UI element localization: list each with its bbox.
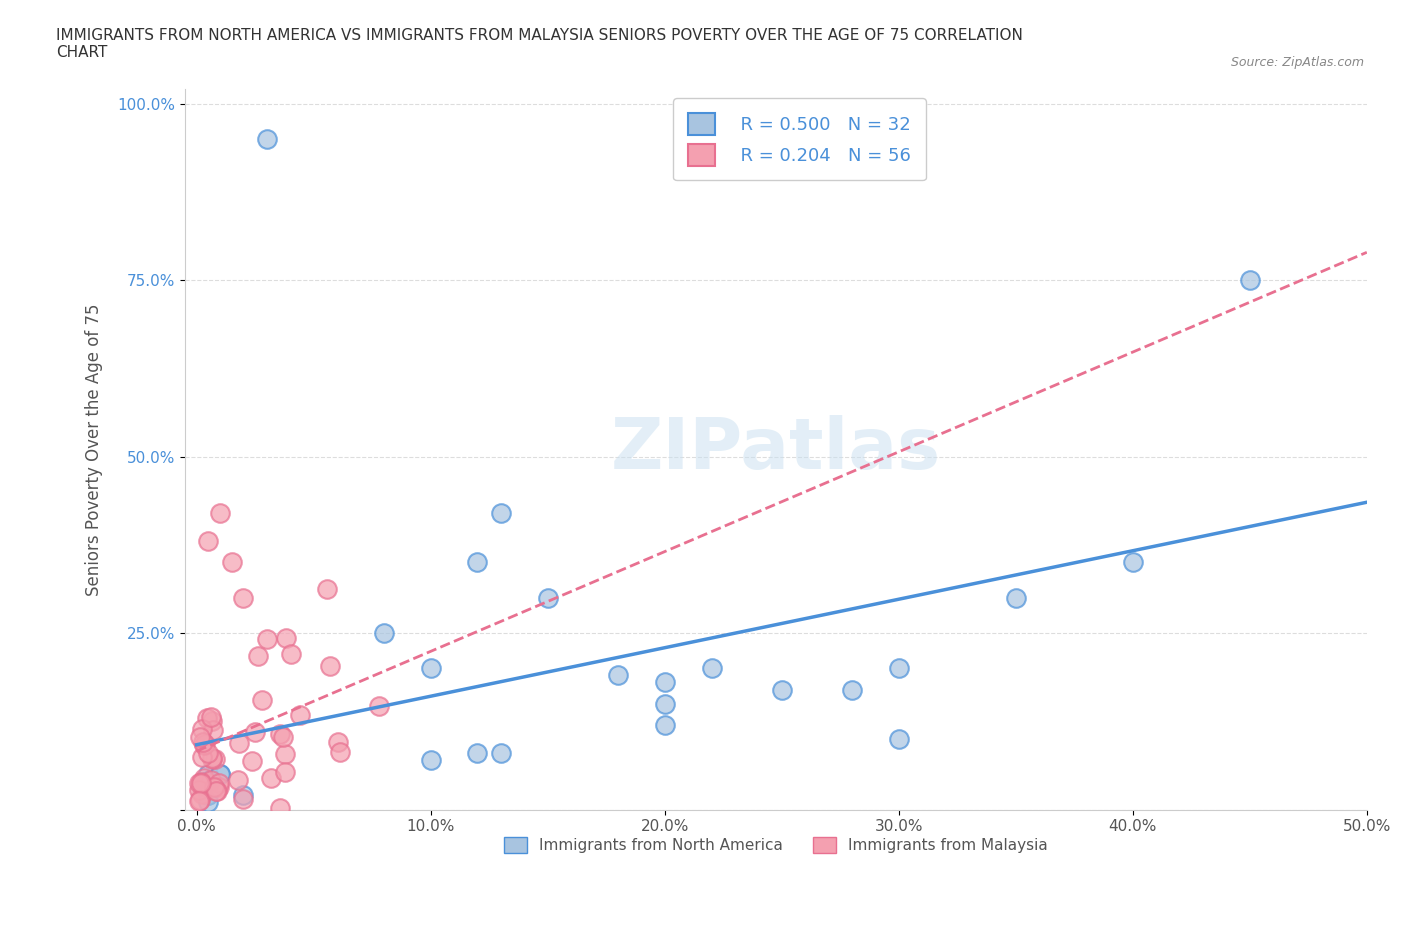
Point — [537, 591, 560, 605]
Point — [367, 698, 389, 713]
Point — [1122, 555, 1144, 570]
Point — [606, 668, 628, 683]
Point — [654, 717, 676, 732]
Point — [197, 795, 219, 810]
Point — [201, 751, 224, 766]
Point — [190, 776, 212, 790]
Point — [260, 771, 283, 786]
Point — [240, 753, 263, 768]
Point — [193, 737, 215, 752]
Point — [201, 751, 224, 766]
Point — [373, 626, 395, 641]
Point — [252, 693, 274, 708]
Point — [197, 767, 219, 782]
Point — [226, 772, 249, 787]
Point — [256, 631, 278, 646]
Point — [273, 730, 295, 745]
Point — [221, 555, 243, 570]
Point — [1239, 272, 1261, 287]
Point — [190, 793, 212, 808]
Point — [243, 724, 266, 739]
Point — [197, 788, 219, 803]
Point — [274, 747, 297, 762]
Point — [197, 774, 219, 789]
Point — [232, 591, 254, 605]
Point — [269, 801, 291, 816]
Point — [200, 710, 222, 724]
Point — [193, 779, 215, 794]
Point — [319, 658, 342, 673]
Point — [274, 631, 297, 645]
Point — [208, 779, 231, 794]
Point — [315, 582, 337, 597]
Point — [887, 661, 910, 676]
Point — [197, 781, 219, 796]
Legend: Immigrants from North America, Immigrants from Malaysia: Immigrants from North America, Immigrant… — [498, 831, 1054, 859]
Point — [269, 726, 291, 741]
Point — [841, 682, 863, 697]
Point — [256, 131, 278, 146]
Point — [419, 661, 441, 676]
Point — [274, 765, 297, 780]
Point — [208, 767, 231, 782]
Point — [288, 708, 311, 723]
Point — [326, 735, 349, 750]
Point — [467, 746, 489, 761]
Point — [1004, 591, 1026, 605]
Point — [188, 730, 211, 745]
Point — [193, 771, 215, 786]
Point — [201, 723, 224, 737]
Point — [329, 745, 352, 760]
Text: Source: ZipAtlas.com: Source: ZipAtlas.com — [1230, 56, 1364, 69]
Point — [654, 697, 676, 711]
Point — [197, 781, 219, 796]
Point — [190, 775, 212, 790]
Point — [280, 646, 302, 661]
Point — [700, 661, 723, 676]
Point — [654, 675, 676, 690]
Point — [197, 534, 219, 549]
Point — [208, 506, 231, 521]
Point — [489, 506, 512, 521]
Point — [204, 784, 226, 799]
Point — [193, 737, 215, 751]
Point — [228, 736, 250, 751]
Point — [208, 767, 231, 782]
Point — [232, 788, 254, 803]
Point — [194, 775, 217, 790]
Point — [187, 776, 209, 790]
Point — [187, 793, 209, 808]
Point — [207, 783, 229, 798]
Point — [202, 780, 225, 795]
Point — [191, 786, 214, 801]
Point — [419, 752, 441, 767]
Point — [191, 750, 214, 764]
Point — [887, 732, 910, 747]
Point — [197, 788, 219, 803]
Point — [232, 791, 254, 806]
Point — [770, 682, 793, 697]
Point — [204, 751, 226, 766]
Text: IMMIGRANTS FROM NORTH AMERICA VS IMMIGRANTS FROM MALAYSIA SENIORS POVERTY OVER T: IMMIGRANTS FROM NORTH AMERICA VS IMMIGRA… — [56, 28, 1024, 60]
Point — [489, 746, 512, 761]
Point — [197, 745, 219, 760]
Point — [467, 555, 489, 570]
Point — [201, 713, 224, 728]
Point — [200, 773, 222, 788]
Point — [195, 711, 218, 725]
Y-axis label: Seniors Poverty Over the Age of 75: Seniors Poverty Over the Age of 75 — [86, 303, 103, 596]
Point — [208, 776, 231, 790]
Text: ZIPatlas: ZIPatlas — [610, 415, 941, 484]
Point — [247, 648, 270, 663]
Point — [191, 735, 214, 750]
Point — [197, 774, 219, 789]
Point — [187, 783, 209, 798]
Point — [191, 722, 214, 737]
